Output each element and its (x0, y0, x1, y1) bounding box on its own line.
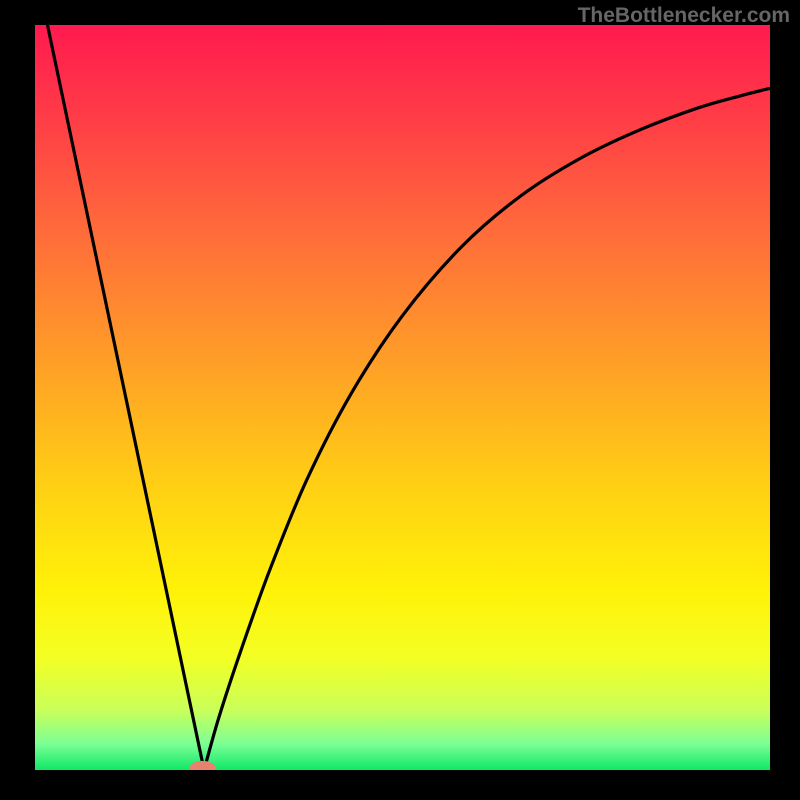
bottleneck-plot (35, 25, 770, 770)
figure-container: TheBottlenecker.com (0, 0, 800, 800)
plot-background-gradient (35, 25, 770, 770)
watermark-text: TheBottlenecker.com (578, 4, 790, 28)
